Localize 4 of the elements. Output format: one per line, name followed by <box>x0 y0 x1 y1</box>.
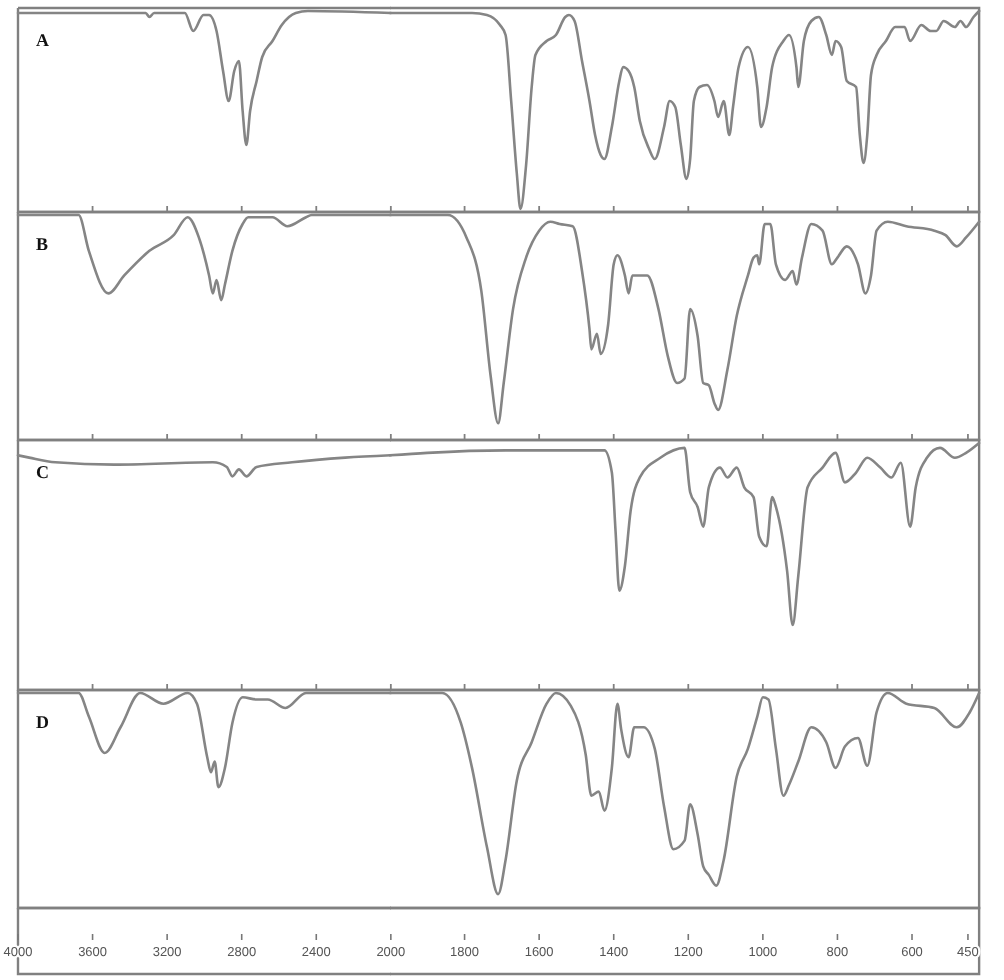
text: B <box>36 234 48 255</box>
text: D <box>36 712 50 733</box>
text: A <box>36 30 50 50</box>
chart-title: C <box>36 462 49 483</box>
